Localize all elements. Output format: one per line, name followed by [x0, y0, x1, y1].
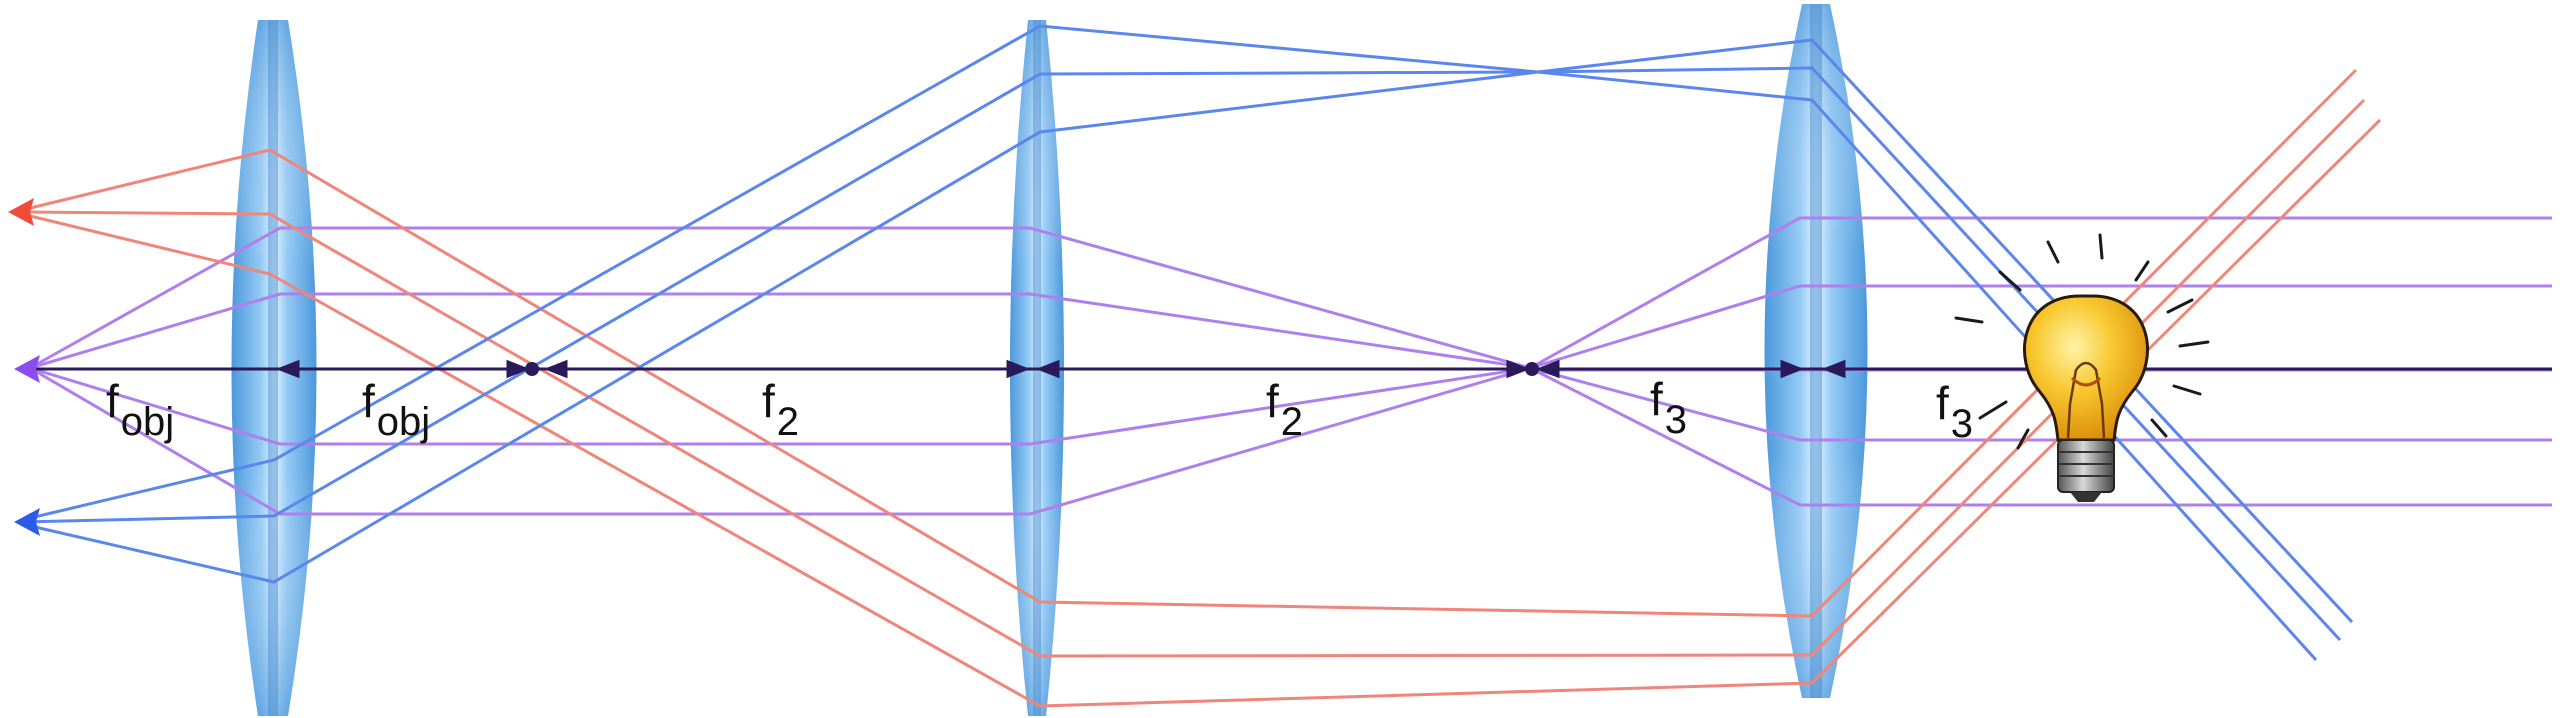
label-f3-left: f3: [1650, 373, 1688, 442]
purple-rays: [29, 216, 2552, 516]
lens-third: [1764, 4, 1868, 698]
light-bulb-icon: [1954, 233, 2210, 502]
optical-axis: [30, 359, 2552, 379]
label-f2-left: f2: [762, 375, 800, 444]
label-fobj-right: fobj: [362, 375, 431, 444]
focal-point-1: [525, 362, 539, 376]
blue-rays: [21, 24, 2354, 662]
label-fobj-left: fobj: [106, 375, 175, 444]
red-image-arrow: [8, 198, 34, 226]
focal-point-2: [1525, 362, 1539, 376]
blue-image-arrow: [14, 508, 40, 536]
label-f3-right: f3: [1936, 377, 1974, 446]
purple-image-arrow: [14, 355, 40, 383]
red-rays: [21, 68, 2382, 708]
label-f2-right: f2: [1266, 375, 1304, 444]
